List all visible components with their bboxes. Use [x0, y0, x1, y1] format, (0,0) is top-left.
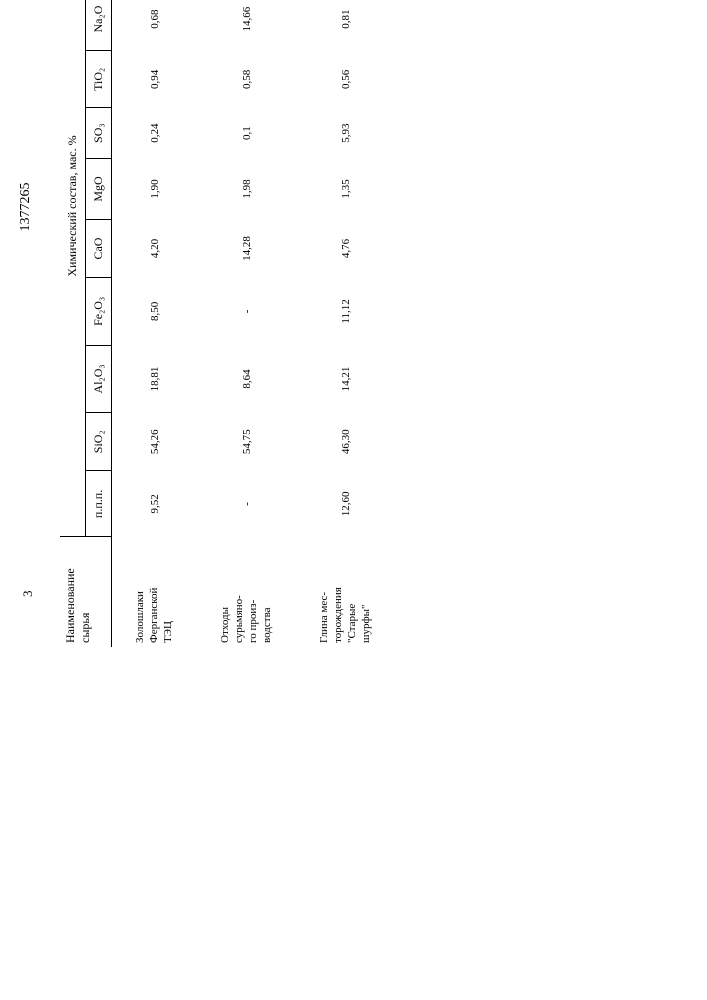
cell: 12,60: [296, 471, 395, 537]
row-name: Глина мес-торождения"Старыешурфы": [296, 537, 395, 647]
col-name: Наименование сырья: [60, 537, 112, 647]
table-caption: Т а б л и ц а 1: [40, 0, 56, 707]
col-ppp: п.п.п.: [85, 471, 111, 537]
cell: 11,12: [296, 278, 395, 346]
cell: -: [197, 471, 296, 537]
cell: 0,68: [112, 0, 198, 51]
cell: 18,81: [112, 345, 198, 413]
table-row: Глина мес-торождения"Старыешурфы" 12,60 …: [296, 0, 395, 647]
cell: 8,50: [112, 278, 198, 346]
cell: 1,90: [112, 159, 198, 220]
composition-table: Наименование сырья Химический состав, ма…: [60, 0, 395, 647]
cell: -: [197, 278, 296, 346]
cell: 0,81: [296, 0, 395, 51]
table-row: ЗолошлакиФерганскойТЭЦ 9,52 54,26 18,81 …: [112, 0, 198, 647]
cell: 1,35: [296, 159, 395, 220]
cell: 5,93: [296, 108, 395, 159]
cell: 4,76: [296, 219, 395, 277]
col-na2o: Na₂O: [85, 0, 111, 51]
cell: 0,1: [197, 108, 296, 159]
col-mgo: MgO: [85, 159, 111, 220]
cell: 9,52: [112, 471, 198, 537]
cell: 0,24: [112, 108, 198, 159]
cell: 0,56: [296, 51, 395, 108]
row-name: Отходысурьмяно-го произ-водства: [197, 537, 296, 647]
col-cao: CaO: [85, 219, 111, 277]
cell: 4,20: [112, 219, 198, 277]
cell: 54,75: [197, 413, 296, 471]
col-sio2: SiO₂: [85, 413, 111, 471]
cell: 0,94: [112, 51, 198, 108]
col-tio2: TiO₂: [85, 51, 111, 108]
col-al2o3: Al₂O₃: [85, 345, 111, 413]
document-id: 1377265: [18, 0, 34, 707]
cell: 14,66: [197, 0, 296, 51]
col-fe2o3: Fe₂O₃: [85, 278, 111, 346]
cell: 1,98: [197, 159, 296, 220]
table-container: Наименование сырья Химический состав, ма…: [56, 0, 395, 707]
cell: 14,21: [296, 345, 395, 413]
col-chem-group: Химический состав, мас. %: [60, 0, 85, 537]
table-row: Отходысурьмяно-го произ-водства - 54,75 …: [197, 0, 296, 647]
cell: 8,64: [197, 345, 296, 413]
page-num-left: 3: [20, 591, 36, 598]
table-body: ЗолошлакиФерганскойТЭЦ 9,52 54,26 18,81 …: [112, 0, 396, 647]
row-name: ЗолошлакиФерганскойТЭЦ: [112, 537, 198, 647]
cell: 54,26: [112, 413, 198, 471]
col-so3: SO₃: [85, 108, 111, 159]
cell: 14,28: [197, 219, 296, 277]
cell: 0,58: [197, 51, 296, 108]
rotated-page: 3 4 1377265 Т а б л и ц а 1 Наименование…: [0, 0, 707, 707]
cell: 46,30: [296, 413, 395, 471]
table-header: Наименование сырья Химический состав, ма…: [60, 0, 112, 647]
